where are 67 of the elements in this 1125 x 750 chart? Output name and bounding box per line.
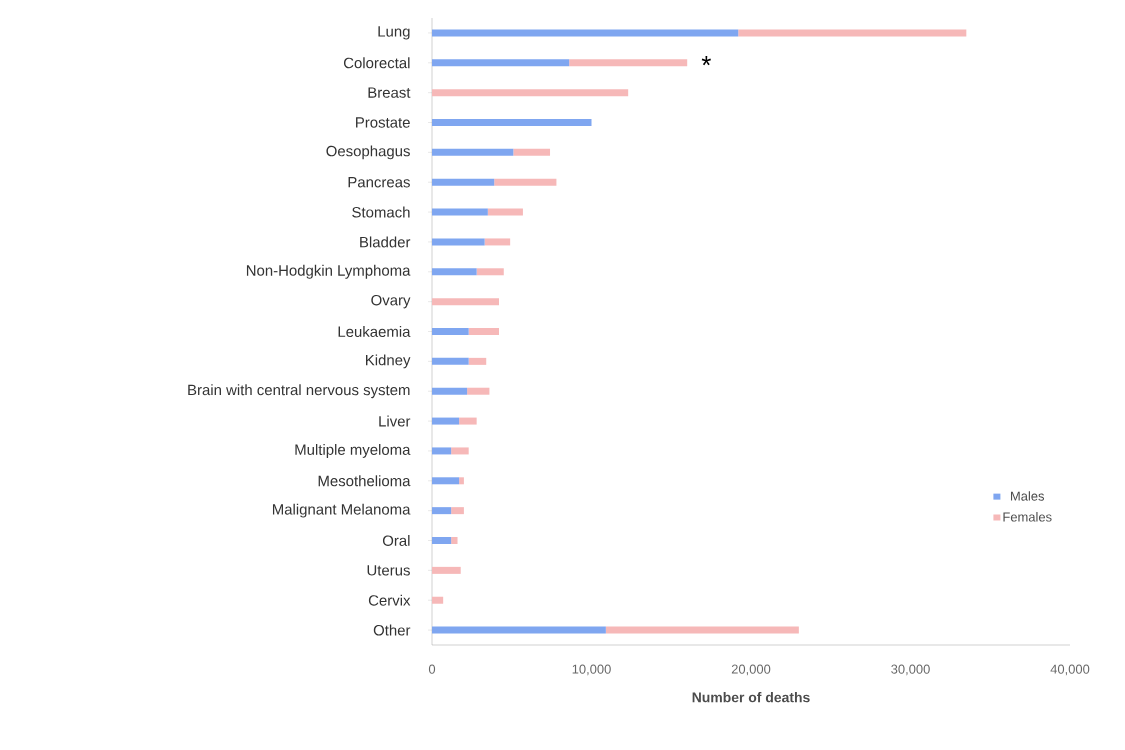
- bar: [459, 417, 477, 425]
- bar: [432, 507, 452, 515]
- bar: [432, 59, 570, 67]
- bar: [569, 59, 688, 67]
- bar: [432, 148, 514, 156]
- bar: [484, 238, 511, 246]
- bar: [432, 537, 452, 545]
- y-tick-label: Colorectal: [343, 57, 410, 69]
- y-tick-label: Stomach: [352, 206, 410, 218]
- x-tick-label: 0: [428, 664, 436, 674]
- bar: [451, 447, 469, 455]
- bar: [451, 507, 464, 515]
- bar: [432, 268, 477, 276]
- y-tick-label: Pancreas: [348, 177, 410, 188]
- x-tick-label: 30,000: [891, 664, 930, 676]
- y-tick-label: Cervix: [368, 594, 411, 606]
- bar: [487, 208, 523, 216]
- annotation: *: [701, 56, 711, 66]
- bar: [476, 268, 504, 276]
- bar: [468, 328, 499, 335]
- y-tick-label: Liver: [379, 415, 411, 427]
- bar: [494, 178, 557, 186]
- bar: [432, 89, 629, 97]
- bar: [432, 208, 488, 216]
- bar: [432, 119, 592, 126]
- bar: [432, 29, 739, 37]
- y-tick-label: Multiple myeloma: [295, 443, 411, 458]
- x-tick-label: 10,000: [572, 664, 611, 676]
- y-tick-label: Leukaemia: [338, 326, 411, 337]
- bar: [432, 447, 452, 455]
- bar: [467, 387, 490, 395]
- bar: [432, 417, 460, 425]
- y-tick-label: Oesophagus: [326, 145, 410, 160]
- y-tick-label: Uterus: [367, 565, 410, 576]
- bar: [432, 357, 469, 365]
- y-tick-label: Malignant Melanoma: [272, 503, 411, 518]
- bar: [432, 387, 468, 395]
- legend-label: Males: [1011, 491, 1045, 501]
- bar: [432, 477, 460, 485]
- bar: [459, 477, 464, 485]
- bar: [432, 626, 606, 634]
- bar: [432, 238, 485, 246]
- bar: [432, 298, 499, 306]
- y-tick-label: Breast: [368, 87, 411, 98]
- legend-label: Females: [1003, 512, 1052, 522]
- x-tick-label: 40,000: [1050, 664, 1090, 676]
- y-tick-label: Bladder: [360, 236, 411, 248]
- y-tick-label: Prostate: [356, 117, 410, 128]
- bar: [468, 357, 487, 365]
- bar: [432, 596, 444, 604]
- y-tick-label: Brain with central nervous system: [188, 384, 410, 399]
- bar: [432, 178, 495, 186]
- y-tick-label: Ovary: [371, 294, 411, 309]
- y-tick-label: Kidney: [366, 354, 411, 369]
- bar: [513, 148, 551, 156]
- bar: [432, 566, 461, 574]
- x-axis-title: Number of deaths: [692, 692, 810, 703]
- y-tick-label: Oral: [382, 535, 410, 546]
- y-tick-label: Other: [373, 624, 411, 636]
- bar: [738, 29, 967, 37]
- bar: [605, 626, 799, 634]
- bar: [432, 328, 469, 335]
- x-tick-label: 20,000: [731, 664, 771, 676]
- y-tick-label: Lung: [378, 26, 410, 40]
- y-tick-label: Mesothelioma: [318, 475, 411, 487]
- bar: [451, 537, 458, 545]
- y-tick-label: Non-Hodgkin Lymphoma: [246, 264, 411, 279]
